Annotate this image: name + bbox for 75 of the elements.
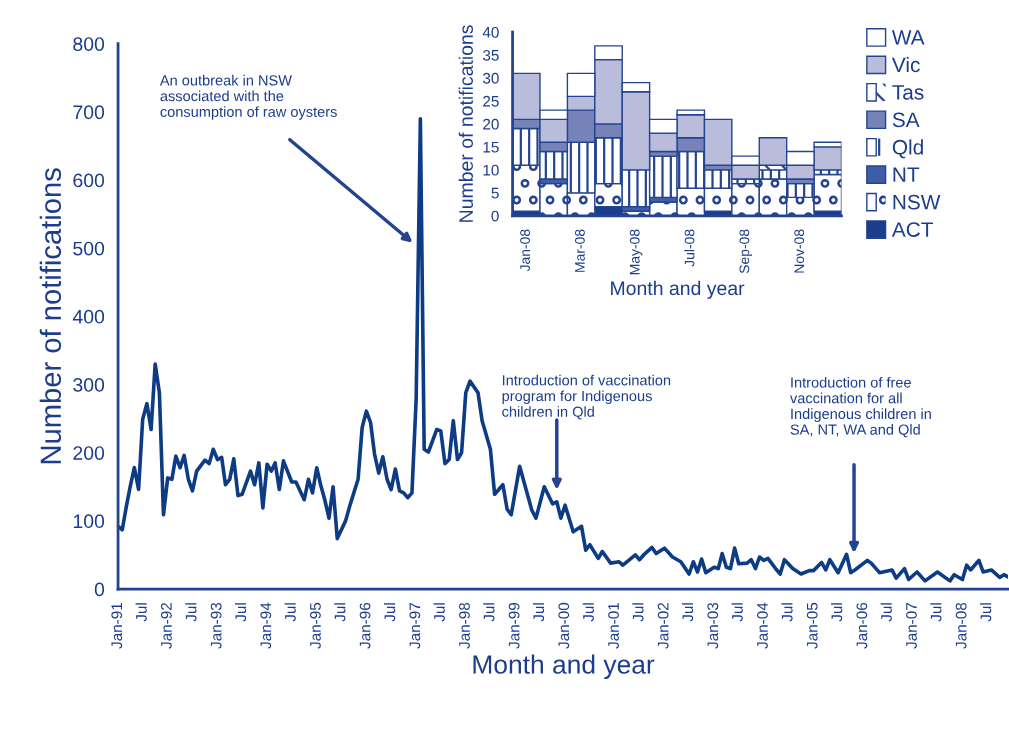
x-tick-label: Jan-04 (757, 602, 768, 649)
legend-label: Qld (892, 139, 923, 159)
y-tick-label: 500 (73, 241, 105, 256)
y-tick-label: 200 (73, 446, 105, 460)
x-tick-label: Jul (185, 603, 197, 622)
y-tick-label: 5 (491, 187, 499, 199)
x-tick-label: Jul (532, 603, 545, 622)
x-tick-label: Jan-97 (409, 602, 421, 649)
x-tick-label: Jul (334, 603, 346, 622)
x-axis-title: Month and year (611, 280, 745, 299)
y-axis-title: Number of notifications (39, 168, 62, 464)
legend-label: NT (893, 167, 920, 182)
x-tick-label: Jul-08 (684, 229, 695, 267)
y-tick-label: 300 (73, 378, 105, 392)
y-tick-label: 800 (73, 37, 105, 51)
x-tick-label: Jan-94 (260, 602, 272, 649)
x-tick-label: Jul (831, 603, 843, 622)
x-tick-label: Jan-93 (210, 602, 222, 649)
x-tick-label: Jan-95 (310, 602, 321, 649)
y-axis-title: Number of notifications (458, 25, 473, 222)
annotation: An outbreak in NSW associated with the consumption of raw oysters (159, 74, 337, 120)
y-tick-label: 400 (72, 309, 105, 324)
x-tick-label: Jan-98 (459, 602, 470, 649)
x-tick-label: Jan-06 (856, 602, 868, 649)
x-tick-label: May-08 (629, 229, 643, 275)
x-tick-label: Jul (284, 603, 296, 622)
x-tick-label: Jan-96 (359, 602, 371, 649)
x-tick-label: Jan-01 (608, 602, 619, 649)
legend-label: WA (891, 30, 925, 45)
x-tick-label: Nov-08 (794, 229, 805, 273)
legend-label: Vic (891, 56, 920, 73)
annotation: Introduction of free vaccination for all Indigenous children in SA, NT, WA and Qld (790, 376, 931, 438)
x-tick-label: Jan-99 (508, 602, 520, 649)
x-tick-label: Jan-00 (558, 602, 570, 649)
x-tick-label: Jul (582, 603, 594, 622)
y-tick-label: 20 (483, 118, 499, 130)
x-tick-label: Jul (632, 603, 644, 622)
y-tick-label: 10 (483, 164, 499, 176)
x-tick-label: Jan-91 (111, 602, 123, 649)
annotation: Introduction of vaccination program for Indigenous children in Qld (502, 374, 671, 420)
x-tick-label: Jul (781, 603, 793, 622)
x-tick-label: Mar-08 (574, 229, 585, 272)
x-tick-label: Jul (681, 603, 694, 622)
legend-label: Tas (892, 85, 924, 100)
x-tick-label: Jan-07 (906, 602, 917, 649)
x-tick-label: Jan-92 (160, 602, 172, 649)
y-tick-label: 35 (482, 49, 499, 61)
x-tick-label: Jul (135, 603, 147, 622)
legend-label: NSW (893, 194, 941, 210)
y-tick-label: 15 (483, 141, 499, 153)
y-tick-label: 25 (483, 95, 499, 107)
x-tick-label: Jul (880, 603, 892, 622)
y-tick-label: 30 (482, 72, 499, 84)
legend-label: ACT (891, 222, 934, 237)
y-tick-label: 0 (94, 582, 105, 597)
y-tick-label: 40 (482, 26, 499, 38)
y-tick-label: 0 (491, 210, 499, 222)
x-tick-label: Sep-08 (739, 229, 753, 274)
y-tick-label: 100 (73, 514, 105, 529)
x-tick-label: Jul (384, 603, 396, 622)
legend-label: SA (892, 112, 920, 128)
x-tick-label: Jul (980, 603, 992, 622)
x-tick-label: Jan-08 (955, 602, 967, 649)
y-tick-label: 700 (73, 105, 105, 120)
x-tick-label: Jul (234, 603, 247, 622)
x-axis-title: Month and year (473, 654, 655, 680)
x-tick-label: Jan-03 (707, 602, 719, 649)
y-tick-label: 600 (73, 173, 105, 188)
x-tick-label: Jul (433, 603, 445, 622)
x-tick-label: Jan-02 (657, 602, 669, 649)
x-tick-label: Jan-05 (806, 602, 818, 649)
x-tick-label: Jul (731, 603, 743, 622)
x-tick-label: Jul (483, 603, 495, 622)
x-tick-label: Jan-08 (520, 229, 531, 272)
x-tick-label: Jul (930, 603, 942, 622)
